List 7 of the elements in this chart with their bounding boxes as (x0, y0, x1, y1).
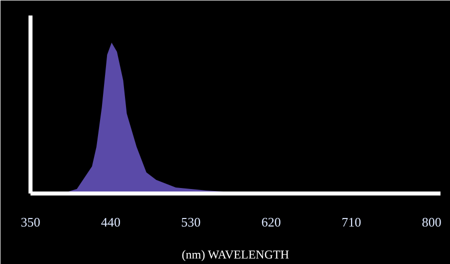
x-tick-label: 440 (100, 214, 120, 230)
x-tick-label: 350 (20, 214, 40, 230)
x-tick-label: 710 (342, 214, 362, 230)
x-tick-label: 530 (181, 214, 201, 230)
x-axis-title: (nm) WAVELENGTH (182, 248, 290, 262)
x-tick-label: 800 (422, 214, 442, 230)
x-tick-label: 620 (261, 214, 281, 230)
